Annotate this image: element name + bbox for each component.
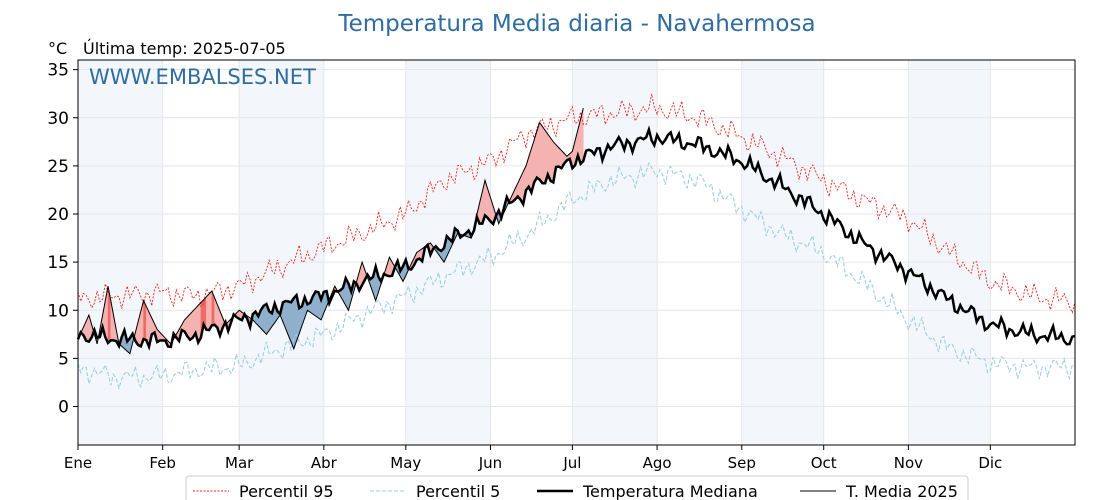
anomaly-fill-warm: [539, 121, 543, 184]
x-tick-label-dic: Dic: [978, 454, 1002, 472]
legend-label-dashed: Percentil 5: [416, 482, 500, 500]
y-tick-label: 25: [47, 157, 69, 177]
y-tick-label: 20: [47, 205, 69, 225]
series-lines: [76, 93, 1076, 391]
anomaly-fill-cold: [315, 291, 319, 319]
legend: Percentil 95 Percentil 5 Temperatura Media…: [185, 475, 969, 500]
last-temp-label: Última temp: 2025-07-05: [83, 39, 286, 58]
anomaly-fill-cold: [263, 303, 267, 335]
series-line-dotted: [77, 93, 1076, 314]
anomaly-fill-warm: [208, 290, 213, 331]
anomaly-fill-warm: [189, 310, 193, 341]
anomaly-fill-warm: [206, 293, 210, 331]
anomaly-fill-warm: [550, 137, 554, 183]
y-tick-label: 0: [58, 398, 69, 418]
x-tick-label-sep: Sep: [728, 454, 756, 472]
anomaly-fill-warm: [542, 125, 546, 184]
x-axis: Ene Feb Mar Abr May Jun Jul Ago Sep Oct Nov Dic: [64, 445, 1002, 472]
series-line-thin: [77, 107, 584, 355]
x-tick-label-ene: Ene: [64, 454, 92, 472]
month-band-mar: [239, 60, 324, 445]
chart-title: Temperatura Media diaria - Navahermosa: [337, 11, 815, 37]
month-band-sep: [741, 60, 824, 445]
x-tick-label-jun: Jun: [478, 454, 502, 472]
y-tick-label: 35: [47, 61, 69, 81]
unit-label: °C: [48, 39, 67, 58]
x-tick-label-jul: Jul: [562, 454, 581, 472]
series-line-bold: [76, 125, 1076, 351]
y-axis: 0 5 10 15 20 25 30 35: [47, 61, 78, 418]
y-tick-label: 30: [47, 109, 69, 129]
legend-box: [185, 475, 969, 500]
legend-label-thin: T. Media 2025: [845, 482, 958, 500]
month-bands: [78, 60, 991, 445]
x-tick-label-oct: Oct: [811, 454, 837, 472]
grid: [77, 60, 1075, 445]
legend-label-bold: Temperatura Mediana: [582, 482, 758, 500]
x-tick-label-may: May: [390, 454, 421, 472]
legend-label-dotted: Percentil 95: [239, 482, 334, 500]
plot-frame: [77, 59, 1076, 446]
watermark: WWW.EMBALSES.NET: [89, 65, 316, 89]
x-tick-label-abr: Abr: [311, 454, 338, 472]
x-tick-label-mar: Mar: [225, 454, 254, 472]
y-tick-label: 15: [47, 253, 69, 273]
y-tick-label: 5: [58, 349, 69, 369]
x-tick-label-ago: Ago: [643, 454, 672, 472]
anomaly-fill-warm: [555, 144, 559, 168]
month-band-nov: [908, 60, 991, 445]
x-tick-label-nov: Nov: [894, 454, 923, 472]
y-tick-label: 10: [47, 301, 69, 321]
x-tick-label-feb: Feb: [149, 454, 176, 472]
